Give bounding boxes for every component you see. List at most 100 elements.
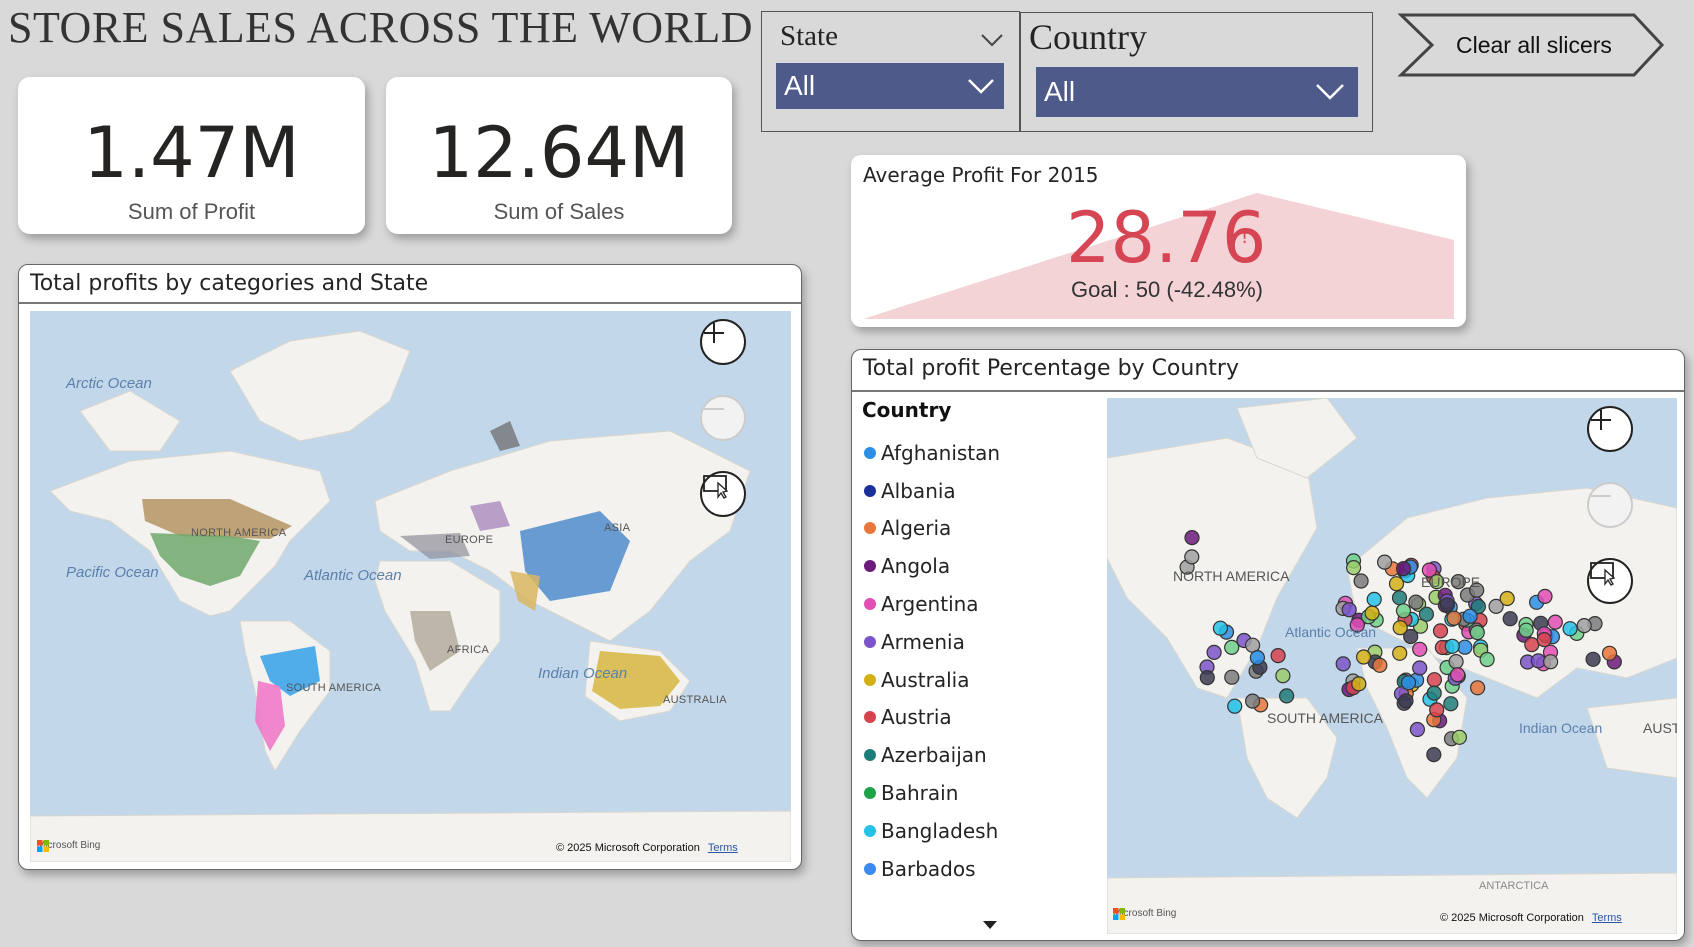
country-bubble[interactable] xyxy=(1502,611,1518,627)
legend-item[interactable]: Australia xyxy=(864,661,1000,699)
bubble-map[interactable]: NORTH AMERICA EUROPE Atlantic Ocean SOUT… xyxy=(1107,398,1677,934)
clear-slicers-button[interactable]: Clear all slicers xyxy=(1398,12,1666,78)
country-bubble[interactable] xyxy=(1377,554,1393,570)
country-bubble[interactable] xyxy=(1499,590,1515,607)
country-bubble[interactable] xyxy=(1418,606,1434,622)
scroll-down-icon[interactable] xyxy=(982,920,998,930)
country-bubble[interactable] xyxy=(1408,594,1424,610)
country-bubble[interactable] xyxy=(1275,668,1291,684)
country-bubble[interactable] xyxy=(1396,561,1412,577)
terms-link[interactable]: Terms xyxy=(1591,912,1622,924)
country-bubble[interactable] xyxy=(1426,685,1442,701)
legend-item[interactable]: Armenia xyxy=(864,623,1000,661)
zoom-in-button[interactable] xyxy=(700,319,746,365)
country-bubble[interactable] xyxy=(1536,632,1552,648)
country-bubble[interactable] xyxy=(1366,591,1382,607)
country-bubble[interactable] xyxy=(1439,597,1455,613)
country-bubble[interactable] xyxy=(1448,654,1464,670)
country-bubble[interactable] xyxy=(1270,648,1286,664)
country-bubble[interactable] xyxy=(1469,582,1485,598)
legend-item[interactable]: Barbados xyxy=(864,850,1000,888)
country-bubble[interactable] xyxy=(1224,669,1240,685)
country-bubble[interactable] xyxy=(1392,645,1408,661)
country-bubble[interactable] xyxy=(1346,560,1362,576)
country-bubble[interactable] xyxy=(1395,603,1412,619)
state-dropdown[interactable]: All xyxy=(776,63,1004,109)
country-bubble[interactable] xyxy=(1372,657,1388,673)
country-bubble[interactable] xyxy=(1576,618,1592,634)
country-bubble[interactable] xyxy=(1353,573,1369,589)
country-bubble[interactable] xyxy=(1470,680,1486,696)
country-bubble[interactable] xyxy=(1562,621,1578,637)
legend-item[interactable]: Azerbaijan xyxy=(864,736,1000,774)
country-bubble[interactable] xyxy=(1479,651,1495,668)
country-bubble[interactable] xyxy=(1249,650,1265,666)
country-bubble[interactable] xyxy=(1488,598,1504,614)
country-bubble[interactable] xyxy=(1432,623,1449,639)
country-bubble[interactable] xyxy=(1224,639,1240,655)
country-dropdown[interactable]: All xyxy=(1036,67,1358,117)
country-bubble[interactable] xyxy=(1409,721,1425,738)
country-bubble[interactable] xyxy=(1518,622,1534,638)
country-bubble[interactable] xyxy=(1184,549,1200,565)
country-bubble[interactable] xyxy=(1451,729,1467,745)
legend-item[interactable]: Bahrain xyxy=(864,774,1000,812)
country-bubble[interactable] xyxy=(1212,620,1229,636)
country-bubble[interactable] xyxy=(1469,624,1485,641)
country-bubble[interactable] xyxy=(1412,660,1428,676)
country-bubble[interactable] xyxy=(1601,645,1618,661)
country-bubble[interactable] xyxy=(1429,574,1445,590)
country-bubble[interactable] xyxy=(1349,617,1365,633)
legend-item[interactable]: Albania xyxy=(864,472,1000,510)
country-bubble[interactable] xyxy=(1462,608,1478,624)
country-bubble[interactable] xyxy=(1470,598,1486,615)
legend-item[interactable]: Austria xyxy=(864,699,1000,737)
legend-item[interactable]: Bangladesh xyxy=(864,812,1000,850)
country-bubble[interactable] xyxy=(1206,644,1222,660)
country-bubble[interactable] xyxy=(1403,628,1419,645)
country-bubble[interactable] xyxy=(1443,696,1459,712)
country-bubble[interactable] xyxy=(1392,620,1408,636)
zoom-in-button[interactable] xyxy=(1587,406,1633,452)
country-bubble[interactable] xyxy=(1543,654,1559,670)
legend-item[interactable]: Afghanistan xyxy=(864,434,1000,472)
country-bubble[interactable] xyxy=(1335,656,1351,672)
country-bubble[interactable] xyxy=(1450,667,1466,683)
country-bubble[interactable] xyxy=(1351,676,1367,692)
terms-link[interactable]: Terms xyxy=(707,842,738,854)
country-bubble[interactable] xyxy=(1426,672,1442,688)
select-region-button[interactable] xyxy=(1587,558,1633,604)
country-bubble[interactable] xyxy=(1537,588,1553,604)
country-bubble[interactable] xyxy=(1450,574,1466,590)
country-bubble[interactable] xyxy=(1400,675,1417,691)
country-bubble[interactable] xyxy=(1199,670,1215,686)
country-bubble[interactable] xyxy=(1279,688,1295,704)
country-bubble[interactable] xyxy=(1426,747,1442,763)
country-bubble[interactable] xyxy=(1341,602,1357,618)
legend-item[interactable]: Angola xyxy=(864,547,1000,585)
country-bubble[interactable] xyxy=(1421,562,1437,578)
legend-item[interactable]: Argentina xyxy=(864,585,1000,623)
country-bubble[interactable] xyxy=(1429,702,1445,718)
country-bubble[interactable] xyxy=(1356,649,1372,665)
country-legend[interactable]: Afghanistan Albania Algeria Angola Argentina… xyxy=(864,434,1000,888)
zoom-out-button[interactable] xyxy=(700,395,746,441)
country-bubble[interactable] xyxy=(1457,639,1473,655)
chevron-down-icon[interactable] xyxy=(980,32,1004,48)
select-region-button[interactable] xyxy=(700,471,746,517)
zoom-out-button[interactable] xyxy=(1587,482,1633,528)
country-bubble[interactable] xyxy=(1388,576,1405,592)
country-bubble[interactable] xyxy=(1398,693,1414,709)
country-bubble[interactable] xyxy=(1585,651,1601,667)
country-bubble[interactable] xyxy=(1547,614,1563,630)
country-bubble[interactable] xyxy=(1412,641,1428,657)
country-bubble[interactable] xyxy=(1444,638,1460,654)
country-bubble[interactable] xyxy=(1364,605,1380,621)
country-bubble[interactable] xyxy=(1391,590,1408,606)
country-bubble[interactable] xyxy=(1184,530,1200,546)
legend-item[interactable]: Algeria xyxy=(864,510,1000,548)
country-bubble[interactable] xyxy=(1245,693,1261,709)
country-bubble[interactable] xyxy=(1446,610,1462,626)
filled-map[interactable]: Arctic Ocean Pacific Ocean Atlantic Ocea… xyxy=(30,311,791,862)
country-bubble[interactable] xyxy=(1227,698,1243,714)
